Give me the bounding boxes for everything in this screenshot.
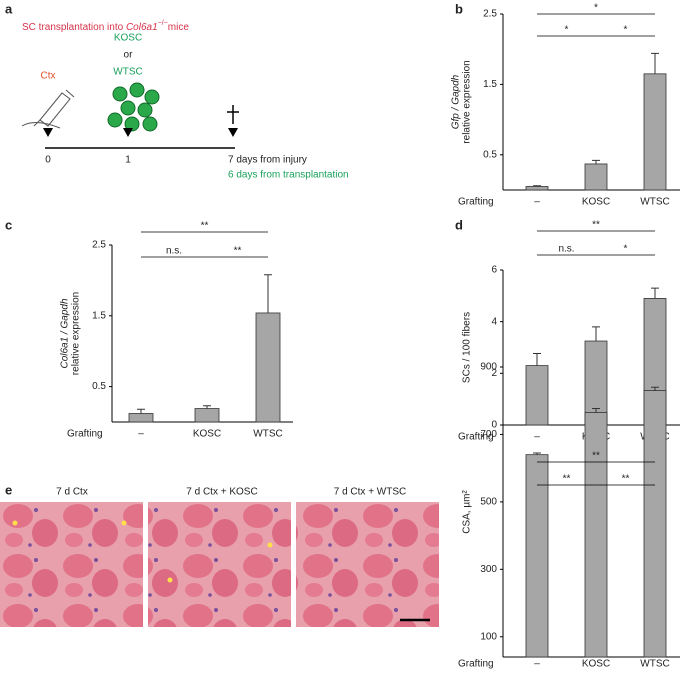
timeline-tick: 0 [45,155,51,166]
x-tick-label: KOSC [193,429,221,440]
y-tick-label: 500 [480,497,497,508]
significance-label: ** [563,474,571,485]
stars [12,520,273,583]
histology-image [148,502,291,627]
bar [128,413,154,423]
x-tick-label: WTSC [253,429,282,440]
panel-letter: b [455,1,463,16]
timeline-tick: 1 [125,155,131,166]
gene: Col6a1 [126,22,158,33]
bar [643,390,667,658]
y-tick-label: 100 [480,631,497,642]
y-axis-label: Col6a1 / Gapdh [60,298,71,368]
panel-letter: a [5,1,13,16]
cells [107,82,160,132]
significance-label: * [624,244,628,255]
bar [525,365,549,426]
x-tick-label: KOSC [582,659,610,670]
error-bar [203,405,211,409]
y-axis-label: relative expression [462,60,473,143]
x-axis-label: Grafting [458,659,494,670]
bar [525,186,549,191]
panel-letter: d [455,217,463,232]
error-bar [264,274,272,313]
title-text: mice [168,22,190,33]
y-tick-label: 2.5 [483,9,497,20]
significance-label: ** [201,221,209,232]
bar [194,408,220,423]
error-bar [592,407,600,413]
wtsc-label: WTSC [113,67,142,78]
x-tick-label: KOSC [582,197,610,208]
y-tick-label: 0 [491,420,497,431]
image-label: 7 d Ctx [56,487,88,498]
x-tick-label: – [534,432,540,443]
error-bar [533,185,541,187]
x-tick-label: – [138,429,144,440]
y-tick-label: 6 [491,265,497,276]
panel-letter: e [5,482,12,497]
y-tick-label: 1.5 [92,310,106,321]
significance-label: n.s. [558,244,574,255]
x-axis-label: Grafting [458,432,494,443]
error-bar [651,287,659,299]
title-text: SC transplantation into [22,22,126,33]
y-axis-label: Gfp / Gapdh [451,74,462,129]
histology-image [296,502,439,627]
error-bar [533,352,541,366]
y-tick-label: 4 [491,316,497,327]
y-axis-label: CSA, µm² [462,490,473,534]
significance-label: ** [622,474,630,485]
markers [43,105,239,137]
significance-label: ** [234,246,242,257]
significance-label: * [594,3,598,14]
significance-label: n.s. [166,246,182,257]
bar [584,412,608,658]
or-label: or [124,50,134,61]
y-tick-label: 0.5 [92,381,106,392]
x-tick-label: WTSC [640,197,669,208]
image-label: 7 d Ctx + WTSC [334,487,407,498]
error-bar [592,326,600,342]
error-bar [651,52,659,74]
x-tick-label: – [534,659,540,670]
bar [584,163,608,191]
histology-image [0,502,143,627]
panel-letter: c [5,217,12,232]
bar [643,73,667,191]
error-bar [592,159,600,164]
y-tick-label: 300 [480,564,497,575]
panel-a-title: SC transplantation into Col6a1−/−mice [22,20,189,33]
significance-label: ** [592,220,600,231]
timeline-end: 6 days from transplantation [228,170,349,181]
timeline-end: 7 days from injury [228,155,307,166]
significance-label: * [624,25,628,36]
y-axis-label: relative expression [71,292,82,375]
syringe [21,89,75,129]
significance-label: ** [592,451,600,462]
y-tick-label: 700 [480,429,497,440]
y-tick-label: 900 [480,362,497,373]
error-bar [137,408,145,414]
error-bar [533,452,541,455]
significance-label: * [565,25,569,36]
y-tick-label: 2.5 [92,240,106,251]
image-label: 7 d Ctx + KOSC [186,487,257,498]
y-axis-label: SCs / 100 fibers [462,312,473,383]
error-bar [651,386,659,391]
x-axis-label: Grafting [458,197,494,208]
x-tick-label: WTSC [640,659,669,670]
y-tick-label: 1.5 [483,79,497,90]
superscript: −/− [158,20,168,27]
x-tick-label: – [534,197,540,208]
kosc-label: KOSC [114,33,142,44]
x-axis-label: Grafting [67,429,103,440]
ctx-label: Ctx [41,71,56,82]
bar [255,312,281,423]
y-tick-label: 2 [491,368,497,379]
y-tick-label: 0.5 [483,149,497,160]
